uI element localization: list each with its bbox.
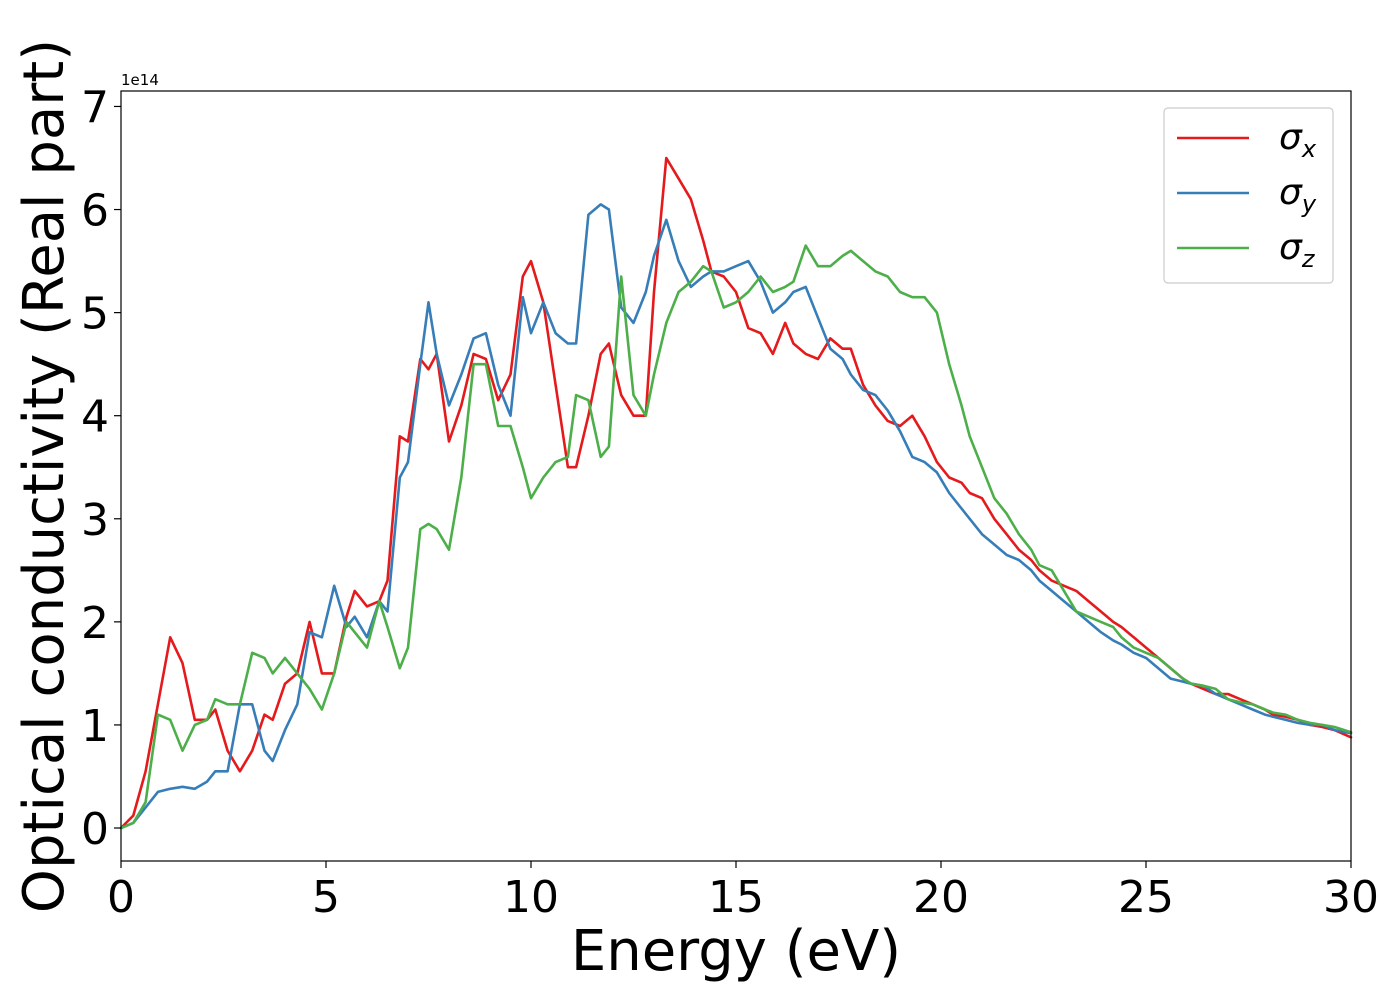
x-tick-label: 20 bbox=[913, 872, 969, 923]
x-tick-label: 10 bbox=[503, 872, 559, 923]
x-tick-label: 15 bbox=[708, 872, 764, 923]
y-axis: 0 1 2 3 4 5 6 7 bbox=[81, 82, 121, 855]
legend-symbol: σ bbox=[1279, 172, 1303, 213]
legend-symbol: σ bbox=[1279, 227, 1303, 268]
x-tick-label: 5 bbox=[312, 872, 340, 923]
series-line-y bbox=[119, 203, 1353, 830]
y-tick-label: 4 bbox=[81, 392, 109, 443]
y-offset-label: 1e14 bbox=[121, 71, 159, 89]
legend-label-y: σy bbox=[1279, 172, 1317, 218]
y-tick-label: 5 bbox=[81, 289, 109, 340]
y-tick-label: 3 bbox=[81, 495, 109, 546]
series-line-z bbox=[119, 244, 1353, 830]
x-axis: 0 5 10 15 20 25 30 bbox=[107, 861, 1379, 923]
x-tick-label: 0 bbox=[107, 872, 135, 923]
y-tick-label: 2 bbox=[81, 598, 109, 649]
legend-symbol: σ bbox=[1279, 117, 1303, 158]
legend-subscript: x bbox=[1301, 135, 1317, 163]
series-line-x bbox=[119, 156, 1353, 830]
y-tick-label: 7 bbox=[81, 82, 109, 133]
y-tick-label: 0 bbox=[81, 804, 109, 855]
y-axis-label: Optical conductivity (Real part) bbox=[12, 39, 77, 913]
series-layer bbox=[119, 156, 1353, 830]
y-tick-label: 6 bbox=[81, 186, 109, 237]
x-tick-label: 25 bbox=[1118, 872, 1174, 923]
legend-label-x: σx bbox=[1279, 117, 1317, 163]
y-tick-label: 1 bbox=[81, 701, 109, 752]
legend-subscript: y bbox=[1301, 190, 1317, 218]
legend-frame bbox=[1163, 107, 1334, 284]
legend-label-z: σz bbox=[1279, 227, 1316, 273]
plot-area bbox=[121, 91, 1351, 861]
legend-subscript: z bbox=[1301, 245, 1316, 273]
x-axis-label: Energy (eV) bbox=[571, 919, 901, 984]
x-tick-label: 30 bbox=[1323, 872, 1379, 923]
